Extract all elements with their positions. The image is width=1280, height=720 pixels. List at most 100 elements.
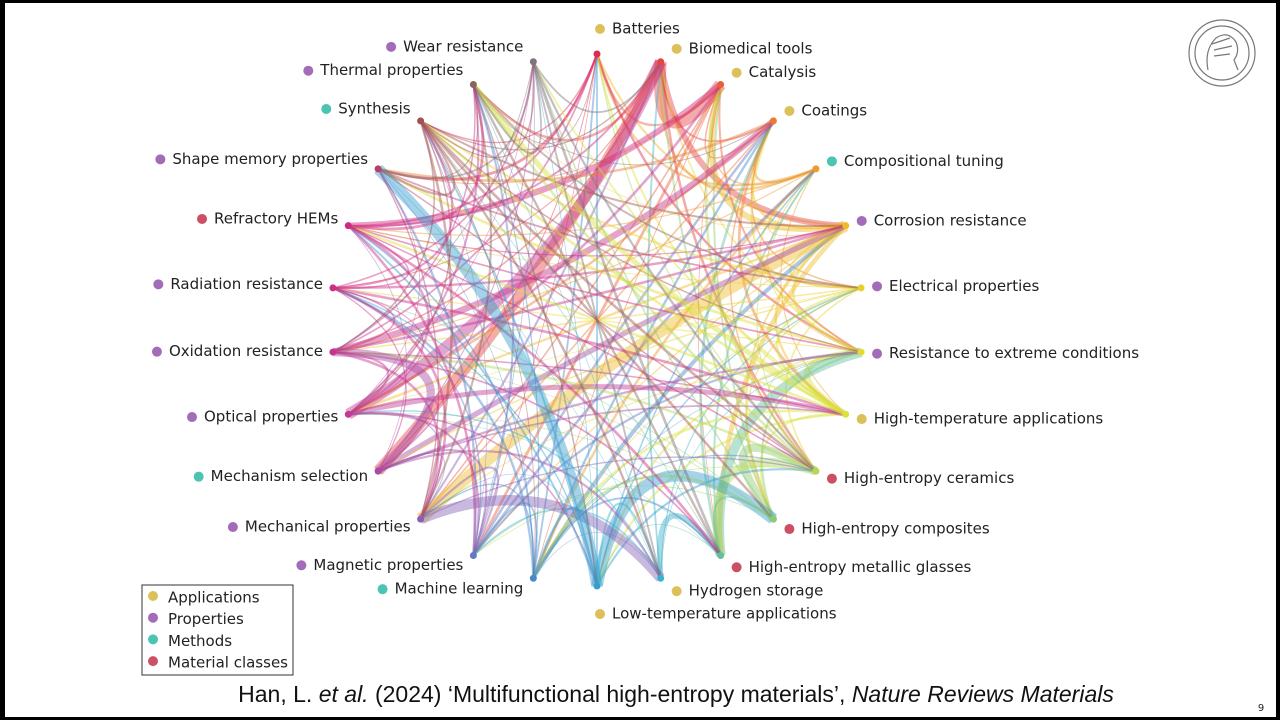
legend-label: Methods — [168, 632, 232, 650]
edge — [420, 61, 535, 159]
edge — [532, 61, 662, 113]
edge — [532, 61, 722, 557]
edge — [596, 351, 862, 587]
edge — [532, 287, 862, 579]
node-category-dot — [227, 522, 238, 533]
edge — [472, 120, 775, 557]
edge — [532, 61, 817, 472]
edge — [775, 286, 862, 416]
edge — [332, 286, 847, 416]
node-category-dot — [153, 279, 164, 290]
edge — [658, 61, 817, 191]
edge — [374, 164, 603, 587]
edge — [332, 287, 407, 472]
edge — [711, 84, 817, 186]
edge — [348, 84, 485, 231]
node-label: Biomedical tools — [689, 39, 813, 57]
edge — [473, 53, 598, 145]
edge — [347, 84, 480, 416]
edge — [377, 449, 662, 579]
edge — [473, 84, 774, 166]
edge — [419, 119, 847, 416]
node — [469, 552, 477, 560]
edge — [419, 120, 662, 579]
edge — [332, 287, 862, 353]
edge — [348, 224, 862, 353]
node — [857, 284, 865, 292]
edge — [767, 168, 846, 237]
edge — [332, 61, 534, 353]
edge — [473, 53, 598, 556]
edge — [377, 404, 846, 472]
node — [812, 165, 820, 173]
edge — [472, 350, 862, 557]
edge — [332, 287, 598, 587]
node — [374, 467, 382, 475]
edge — [657, 61, 846, 229]
edge — [472, 61, 543, 155]
node — [842, 222, 850, 230]
edge — [420, 473, 598, 587]
edge — [332, 350, 817, 473]
node-category-dot — [826, 473, 837, 484]
node-label: Catalysis — [749, 63, 817, 81]
node-label: Optical properties — [204, 408, 338, 426]
edge — [472, 61, 535, 556]
edge — [377, 53, 598, 472]
edge — [718, 84, 862, 353]
node — [717, 552, 725, 560]
edge — [472, 508, 662, 579]
node — [329, 348, 337, 356]
node-label: Machine learning — [395, 580, 524, 598]
edge — [419, 120, 454, 520]
edge — [596, 287, 862, 587]
node-label: Shape memory properties — [172, 150, 368, 168]
node-label: Hydrogen storage — [689, 582, 824, 600]
node-label: High-entropy metallic glasses — [749, 558, 972, 576]
edge — [532, 61, 598, 587]
node-label: High-temperature applications — [874, 410, 1104, 428]
edge — [704, 84, 774, 159]
node — [769, 515, 777, 523]
node-category-dot — [321, 103, 332, 114]
edge — [348, 61, 662, 228]
node-category-dot — [595, 609, 605, 619]
edge — [347, 224, 847, 416]
legend-dot — [148, 591, 158, 601]
node-category-dot — [826, 156, 837, 167]
edge — [377, 449, 488, 556]
legend-label: Applications — [168, 589, 260, 607]
page-number: 9 — [1258, 703, 1264, 714]
edge — [347, 224, 722, 557]
node — [812, 467, 820, 475]
node-category-dot — [197, 213, 208, 224]
edge — [347, 384, 847, 417]
edge — [377, 119, 774, 182]
edge — [332, 118, 776, 356]
node-label: Magnetic properties — [313, 556, 463, 574]
citation: Han, L. et al. (2024) ‘Multifunctional h… — [238, 681, 1114, 707]
edge — [348, 412, 598, 587]
edge — [532, 497, 722, 579]
node-category-dot — [296, 560, 307, 571]
edge — [377, 61, 534, 472]
citation-etal: et al. — [319, 681, 369, 707]
node-label: Electrical properties — [889, 277, 1039, 295]
edge — [332, 120, 435, 353]
edge — [377, 168, 862, 289]
edge — [419, 466, 500, 557]
edge — [377, 350, 862, 473]
legend-dot — [148, 634, 158, 645]
edge — [348, 411, 442, 520]
edge — [660, 287, 862, 579]
edge — [738, 443, 818, 522]
edge — [377, 168, 440, 520]
edge — [332, 351, 722, 557]
edge — [348, 410, 662, 579]
node — [593, 50, 601, 58]
edge — [791, 224, 862, 354]
node-label: High-entropy composites — [801, 520, 990, 538]
edge — [419, 120, 862, 289]
edge — [420, 53, 598, 144]
